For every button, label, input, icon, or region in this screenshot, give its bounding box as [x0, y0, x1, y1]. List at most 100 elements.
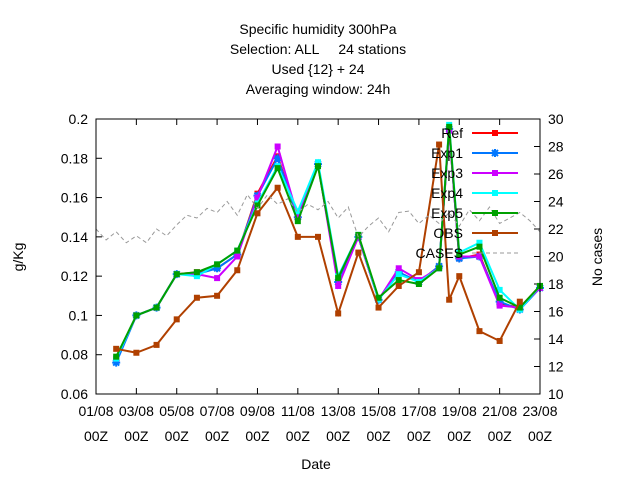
y2-tick-label: 10: [548, 386, 564, 402]
legend-item: Ref: [441, 125, 518, 141]
data-point: [153, 341, 160, 348]
x-tick-label-date: 01/08: [78, 403, 113, 419]
data-point: [446, 296, 453, 303]
y-tick-label: 0.14: [61, 229, 88, 245]
y2-tick-label: 18: [548, 276, 564, 292]
data-point: [496, 286, 503, 293]
x-tick-label-date: 23/08: [522, 403, 557, 419]
x-tick-label-time: 00Z: [84, 428, 109, 444]
legend: Ref Exp1 Exp3 Exp4 Exp5 OBS CASES: [416, 125, 518, 261]
legend-item: Exp5: [431, 205, 518, 221]
data-point: [193, 269, 200, 276]
data-point: [492, 190, 498, 196]
title-line-1: Specific humidity 300hPa: [239, 21, 396, 37]
data-point: [496, 302, 503, 309]
series-layer: [95, 121, 544, 367]
x-tick-label-date: 17/08: [401, 403, 436, 419]
data-point: [113, 353, 120, 360]
data-point: [294, 233, 301, 240]
data-point: [213, 264, 222, 273]
data-point: [496, 294, 503, 301]
title-line-2: Selection: ALL 24 stations: [230, 41, 406, 57]
data-point: [113, 345, 120, 352]
data-point: [335, 275, 342, 282]
legend-label: Exp5: [431, 205, 463, 221]
y-tick-label: 0.06: [61, 386, 88, 402]
legend-item: CASES: [416, 245, 518, 261]
data-point: [274, 184, 281, 191]
x-tick-label-date: 21/08: [482, 403, 517, 419]
data-point: [173, 271, 180, 278]
data-point: [491, 149, 499, 157]
x-tick-label-date: 05/08: [159, 403, 194, 419]
data-point: [436, 265, 443, 272]
legend-label: Exp4: [431, 185, 463, 201]
data-point: [456, 251, 463, 258]
series-line: [95, 193, 541, 244]
data-point: [112, 358, 121, 367]
data-point: [234, 253, 241, 260]
x-tick-label-date: 07/08: [200, 403, 235, 419]
data-point: [273, 154, 282, 163]
data-point: [446, 123, 453, 130]
data-point: [492, 210, 498, 216]
x-tick-label-time: 00Z: [326, 428, 351, 444]
y-tick-label: 0.1: [69, 307, 89, 323]
data-point: [234, 247, 241, 254]
x-tick-label-time: 00Z: [488, 428, 513, 444]
x-tick-label-date: 15/08: [361, 403, 396, 419]
y2-axis-label: No cases: [589, 228, 605, 286]
data-point: [492, 170, 498, 176]
data-point: [274, 143, 281, 150]
y2-tick-label: 22: [548, 221, 564, 237]
data-point: [492, 130, 498, 136]
x-tick-label-time: 00Z: [407, 428, 432, 444]
data-point: [495, 297, 504, 306]
x-tick-label-time: 00Z: [447, 428, 472, 444]
data-point: [315, 159, 321, 166]
legend-item: Exp1: [431, 145, 518, 161]
data-point: [315, 233, 321, 240]
data-point: [294, 208, 301, 215]
data-point: [415, 281, 422, 287]
legend-label: Ref: [441, 125, 463, 141]
data-point: [214, 292, 221, 299]
legend-item: OBS: [433, 225, 518, 241]
data-point: [214, 275, 221, 282]
data-point: [492, 230, 498, 236]
legend-item: Exp3: [431, 165, 518, 181]
data-point: [476, 328, 483, 335]
plot-frame: [95, 118, 541, 395]
data-point: [436, 141, 443, 148]
chart-title: Specific humidity 300hPa Selection: ALL …: [230, 21, 406, 97]
data-point: [133, 312, 140, 319]
legend-label: OBS: [433, 225, 463, 241]
data-point: [375, 294, 382, 301]
x-tick-label-time: 00Z: [124, 428, 149, 444]
series-line: [115, 144, 521, 354]
title-line-4: Averaging window: 24h: [246, 81, 391, 97]
data-point: [476, 239, 483, 246]
data-point: [355, 231, 362, 238]
x-tick-label-time: 00Z: [286, 428, 311, 444]
series-exp5: [113, 123, 543, 360]
data-point: [254, 202, 261, 209]
y2-tick-label: 30: [548, 111, 564, 127]
y2-tick-label: 14: [548, 331, 564, 347]
y2-tick-label: 26: [548, 166, 564, 182]
data-point: [395, 277, 402, 284]
data-point: [274, 165, 281, 172]
x-tick-label-time: 00Z: [366, 428, 391, 444]
x-tick-label-date: 13/08: [321, 403, 356, 419]
x-tick-label-date: 11/08: [281, 403, 315, 419]
data-point: [294, 218, 301, 225]
legend-item: Exp4: [431, 185, 518, 201]
data-point: [234, 267, 241, 274]
y-tick-label: 0.2: [69, 111, 89, 127]
x-tick-label-time: 00Z: [205, 428, 230, 444]
data-point: [315, 163, 321, 170]
y2-tick-label: 12: [548, 359, 564, 375]
data-point: [375, 304, 382, 311]
title-line-3: Used {12} + 24: [271, 61, 364, 77]
